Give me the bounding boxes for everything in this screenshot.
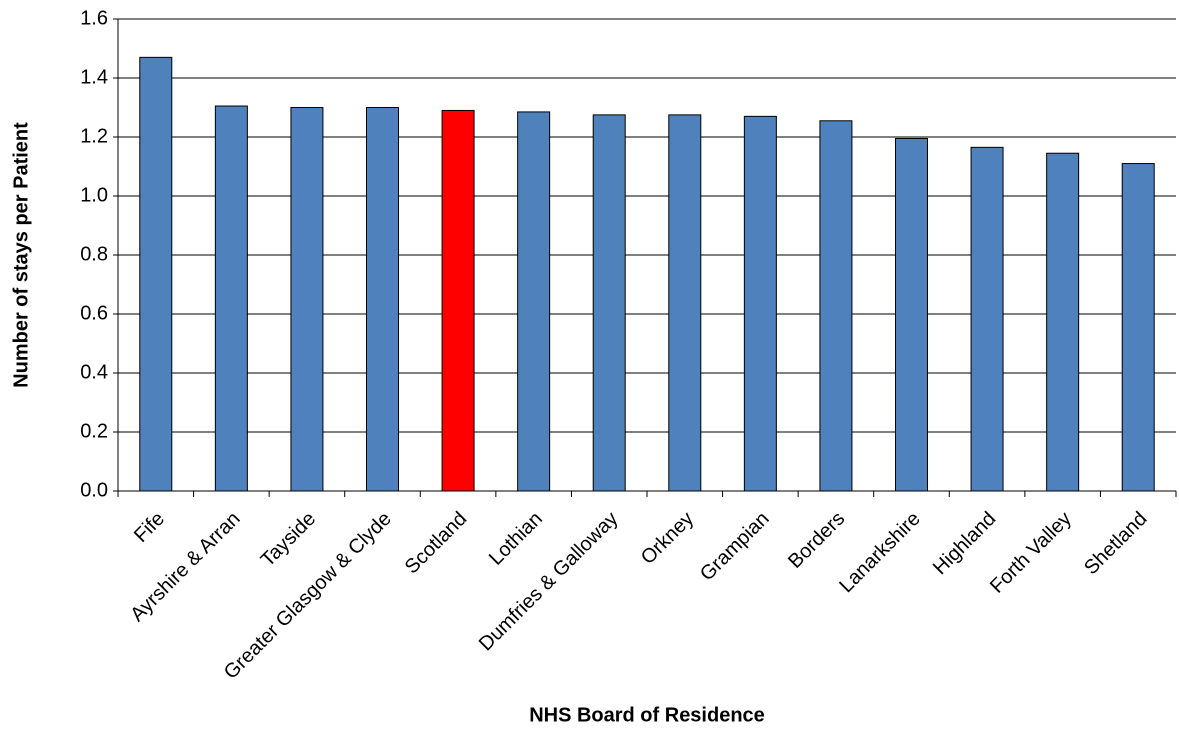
bar — [895, 137, 928, 492]
y-axis-title: Number of stays per Patient — [10, 122, 32, 388]
y-tick-label: 0.8 — [80, 243, 108, 265]
x-tick-label: Borders — [784, 508, 849, 573]
x-tick-label: Grampian — [696, 508, 774, 586]
x-tick-label: Dumfries & Galloway — [475, 508, 623, 656]
bar — [366, 107, 399, 492]
x-tick-label: Scotland — [401, 508, 472, 579]
bar — [139, 56, 173, 492]
y-tick-label: 1.4 — [80, 66, 108, 88]
x-tick-label: Forth Valley — [986, 508, 1076, 598]
bar — [592, 114, 626, 492]
x-tick-label: Highland — [929, 508, 1000, 579]
bar — [668, 114, 702, 492]
bar — [743, 115, 777, 492]
y-tick-label: 0.4 — [80, 361, 108, 383]
x-tick-label: Shetland — [1080, 508, 1151, 579]
bar — [290, 107, 324, 492]
y-tick-label: 0.6 — [80, 302, 108, 324]
bar — [214, 105, 248, 492]
y-tick-label: 1.6 — [80, 7, 108, 29]
y-tick-label: 1.2 — [80, 125, 108, 147]
y-tick-label: 1.0 — [80, 184, 108, 206]
bar — [1046, 152, 1080, 492]
x-tick-label: Lothian — [485, 508, 547, 570]
bar — [970, 146, 1004, 492]
x-tick-label: Tayside — [257, 508, 321, 572]
bar — [1121, 163, 1155, 492]
y-tick-label: 0.2 — [80, 420, 108, 442]
y-tick-label: 0.0 — [80, 479, 108, 501]
bar — [819, 120, 853, 492]
x-axis-title: NHS Board of Residence — [529, 704, 765, 726]
x-tick-label: Fife — [130, 508, 169, 547]
x-tick-label: Lanarkshire — [835, 508, 924, 597]
bar — [517, 111, 551, 492]
x-tick-label: Orkney — [637, 508, 698, 569]
bar — [441, 109, 475, 492]
